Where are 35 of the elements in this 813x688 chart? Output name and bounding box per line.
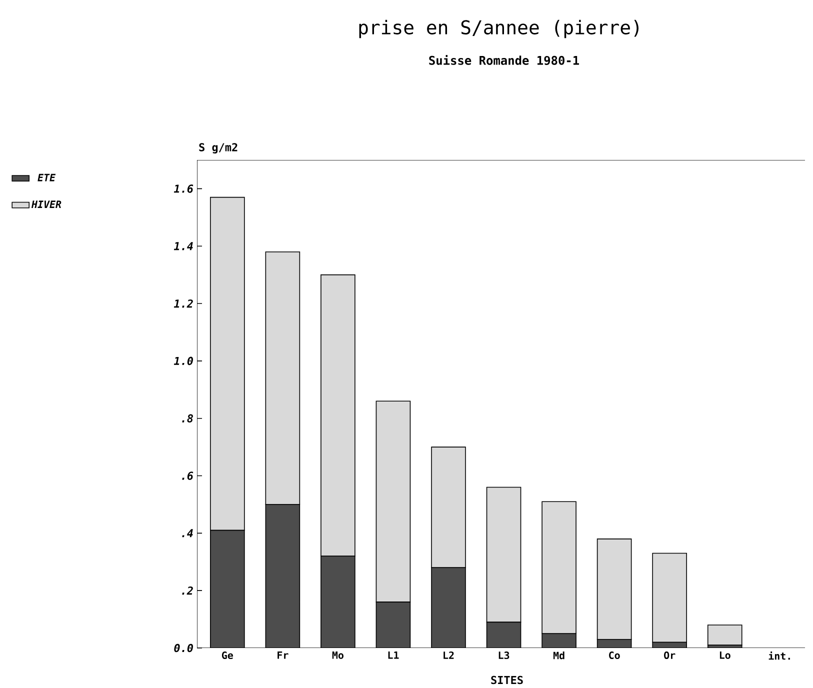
bar [542, 634, 576, 648]
bar [376, 602, 410, 648]
y-axis-title: S g/m2 [199, 143, 238, 154]
chart-title: prise en S/annee (pierre) [359, 20, 638, 38]
x-tick-label: Ge [222, 652, 233, 660]
y-tick-label: .2 [182, 586, 193, 595]
x-tick-label: int. [768, 652, 790, 660]
y-tick-label: .4 [182, 529, 193, 538]
x-tick-label: Md [553, 652, 564, 660]
bar [210, 530, 244, 648]
y-tick-label: .8 [182, 414, 193, 422]
bar [652, 552, 687, 643]
y-tick-label: 0.0 [174, 644, 193, 652]
bar [266, 504, 300, 648]
bar [596, 538, 632, 640]
x-tick-label: L2 [444, 652, 454, 659]
bar [320, 556, 355, 648]
legend-label: HIVER [31, 200, 62, 208]
y-tick-label: 1.0 [174, 356, 193, 366]
x-tick-label: L1 [388, 652, 399, 659]
bar [431, 568, 466, 648]
x-tick-label: Lo [720, 652, 730, 659]
x-axis-title: SITES [491, 676, 523, 684]
y-tick-label: 1.2 [174, 299, 193, 308]
x-tick-label: Mo [332, 652, 344, 659]
x-tick-label: Fr [278, 652, 288, 659]
bar [486, 622, 521, 648]
y-tick-label: .6 [182, 472, 194, 480]
x-tick-label: Co [609, 652, 620, 660]
chart-subtitle: Suisse Romande 1980-1 [429, 55, 579, 65]
y-tick-label: 1.4 [174, 242, 193, 250]
y-tick-label: 1.6 [174, 184, 194, 193]
x-tick-label: L3 [498, 652, 510, 660]
x-tick-label: Or [664, 652, 676, 660]
legend-label: ETE [38, 174, 56, 182]
